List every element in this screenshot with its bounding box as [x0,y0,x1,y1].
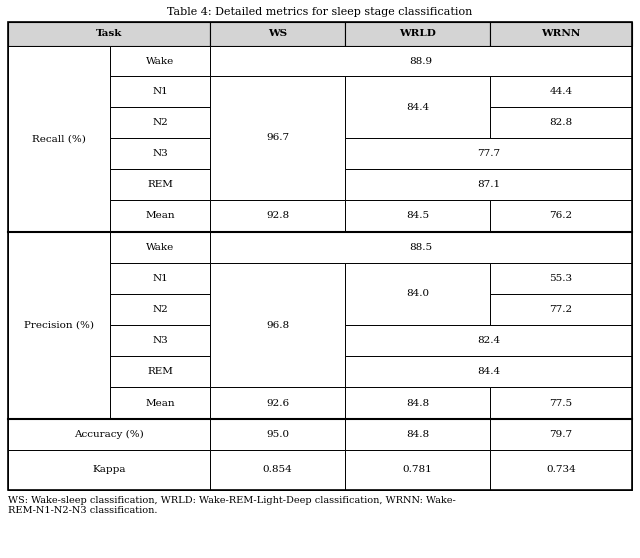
Text: 84.4: 84.4 [406,103,429,112]
Bar [8,22,632,490]
Text: Kappa: Kappa [92,465,125,474]
Text: N1: N1 [152,274,168,283]
Text: Wake: Wake [146,56,174,65]
Bar [8,419,210,450]
Bar [210,419,345,450]
Bar [345,138,632,169]
Text: 82.4: 82.4 [477,336,500,345]
Text: Recall (%): Recall (%) [32,134,86,143]
Text: 88.5: 88.5 [410,243,433,252]
Bar [210,22,345,46]
Bar [345,169,632,200]
Text: Accuracy (%): Accuracy (%) [74,430,144,439]
Bar [345,419,490,450]
Text: 95.0: 95.0 [266,430,289,439]
Bar [110,263,210,294]
Text: WS: WS [268,30,287,39]
Text: N3: N3 [152,149,168,158]
Text: 84.8: 84.8 [406,398,429,407]
Text: Mean: Mean [145,398,175,407]
Text: N2: N2 [152,305,168,314]
Text: Wake: Wake [146,243,174,252]
Bar [110,107,210,138]
Bar [110,169,210,200]
Bar [210,46,632,76]
Bar [210,263,345,387]
Text: 88.9: 88.9 [410,56,433,65]
Text: 55.3: 55.3 [549,274,573,283]
Text: Table 4: Detailed metrics for sleep stage classification: Table 4: Detailed metrics for sleep stag… [167,7,473,17]
Text: REM: REM [147,180,173,189]
Text: 84.0: 84.0 [406,290,429,299]
Bar [8,232,110,419]
Text: 77.2: 77.2 [549,305,573,314]
Bar [490,450,632,490]
Bar [345,387,490,419]
Text: 79.7: 79.7 [549,430,573,439]
Bar [490,387,632,419]
Bar [8,22,210,46]
Text: 44.4: 44.4 [549,87,573,96]
Text: Precision (%): Precision (%) [24,321,94,330]
Bar [110,76,210,107]
Bar [110,387,210,419]
Bar [110,294,210,325]
Text: 96.7: 96.7 [266,133,289,142]
Text: 92.8: 92.8 [266,211,289,220]
Text: WRLD: WRLD [399,30,436,39]
Text: N3: N3 [152,336,168,345]
Bar [110,200,210,232]
Bar [210,450,345,490]
Bar [490,107,632,138]
Text: N1: N1 [152,87,168,96]
Text: 0.854: 0.854 [262,465,292,474]
Bar [110,232,210,263]
Bar [210,76,345,200]
Bar [110,46,210,76]
Text: 84.5: 84.5 [406,211,429,220]
Bar [490,294,632,325]
Text: REM: REM [147,367,173,376]
Bar [110,138,210,169]
Bar [490,22,632,46]
Bar [345,325,632,356]
Bar [345,76,490,138]
Text: N2: N2 [152,118,168,127]
Text: 76.2: 76.2 [549,211,573,220]
Bar [345,22,490,46]
Text: WS: Wake-sleep classification, WRLD: Wake-REM-Light-Deep classification, WRNN: W: WS: Wake-sleep classification, WRLD: Wak… [8,496,456,516]
Text: 0.781: 0.781 [403,465,433,474]
Bar [210,200,345,232]
Text: 84.8: 84.8 [406,430,429,439]
Text: 77.5: 77.5 [549,398,573,407]
Text: 0.734: 0.734 [546,465,576,474]
Text: 92.6: 92.6 [266,398,289,407]
Text: 84.4: 84.4 [477,367,500,376]
Bar [345,356,632,387]
Bar [345,450,490,490]
Bar [490,76,632,107]
Bar [345,263,490,325]
Text: Mean: Mean [145,211,175,220]
Bar [110,356,210,387]
Text: WRNN: WRNN [541,30,580,39]
Bar [490,419,632,450]
Bar [210,387,345,419]
Bar [8,450,210,490]
Bar [8,46,110,232]
Text: 87.1: 87.1 [477,180,500,189]
Bar [490,200,632,232]
Text: 77.7: 77.7 [477,149,500,158]
Text: 82.8: 82.8 [549,118,573,127]
Bar [345,200,490,232]
Text: 96.8: 96.8 [266,320,289,330]
Bar [110,325,210,356]
Text: Task: Task [96,30,122,39]
Bar [210,232,632,263]
Bar [490,263,632,294]
